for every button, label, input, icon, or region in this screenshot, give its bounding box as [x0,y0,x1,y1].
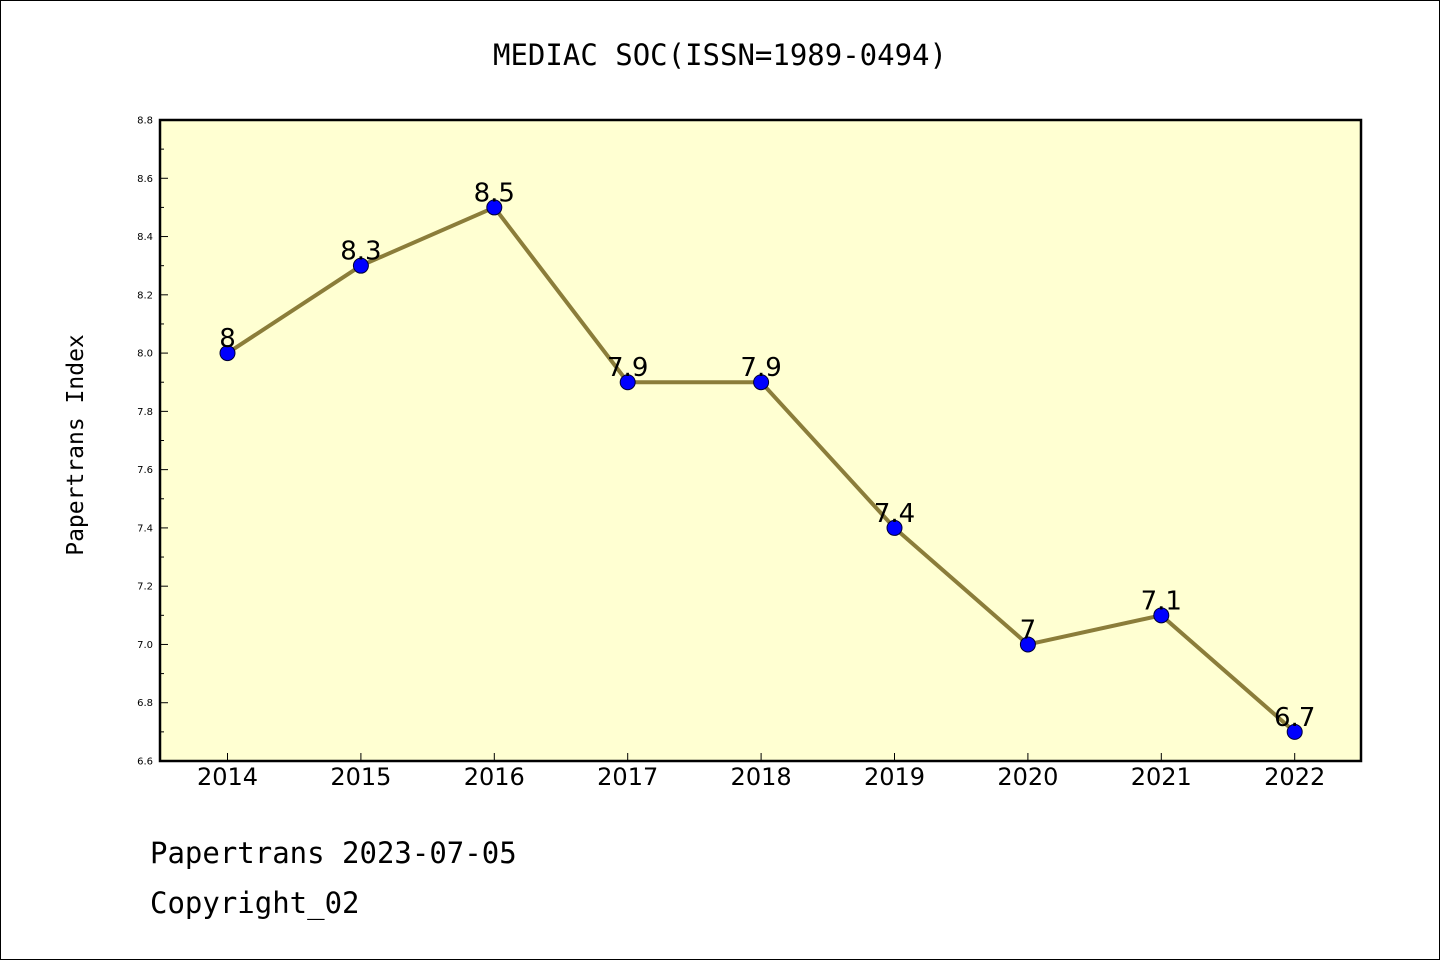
x-tick-label: 2014 [197,763,258,791]
y-tick-label: 8.8 [137,116,153,127]
data-point [753,374,770,391]
x-tick-label: 2018 [731,763,792,791]
chart-title: MEDIAC SOC(ISSN=1989-0494) [493,38,947,72]
data-label: 8 [219,324,236,354]
data-point [1153,607,1170,624]
x-tick-label: 2022 [1264,763,1325,791]
data-point [219,345,236,362]
y-tick-label: 6.6 [137,757,153,768]
y-tick-label: 6.8 [137,698,153,709]
data-label: 7.9 [607,353,648,383]
data-point [1019,636,1036,653]
data-label: 6.7 [1274,703,1315,733]
x-tick-label: 2017 [597,763,658,791]
y-tick-label: 8.6 [137,174,153,185]
x-tick-label: 2015 [330,763,391,791]
data-label: 8.3 [340,237,381,267]
data-point [352,257,369,274]
data-point [886,519,903,536]
footer-copyright: Copyright_02 [150,886,360,920]
data-label: 7 [1020,615,1037,645]
data-point [1286,723,1303,740]
plot-area [160,120,1361,761]
plot-border [158,118,1363,763]
footer-date: Papertrans 2023-07-05 [150,836,517,870]
x-tick-label: 2016 [464,763,525,791]
x-tick-label: 2021 [1131,763,1192,791]
x-tick-label: 2019 [864,763,925,791]
data-point [619,374,636,391]
y-tick-label: 7.8 [137,407,153,418]
y-tick-label: 8.0 [137,349,153,360]
y-tick-label: 8.2 [137,290,153,301]
y-tick-label: 7.4 [137,523,153,534]
y-tick-label: 7.6 [137,465,153,476]
data-label: 7.9 [740,353,781,383]
y-tick-label: 7.0 [137,640,153,651]
data-label: 8.5 [474,178,515,208]
y-tick-label: 8.4 [137,232,153,243]
x-tick-label: 2020 [997,763,1058,791]
data-label: 7.4 [874,499,915,529]
y-tick-label: 7.2 [137,582,153,593]
data-point [486,199,503,216]
data-label: 7.1 [1141,586,1182,616]
